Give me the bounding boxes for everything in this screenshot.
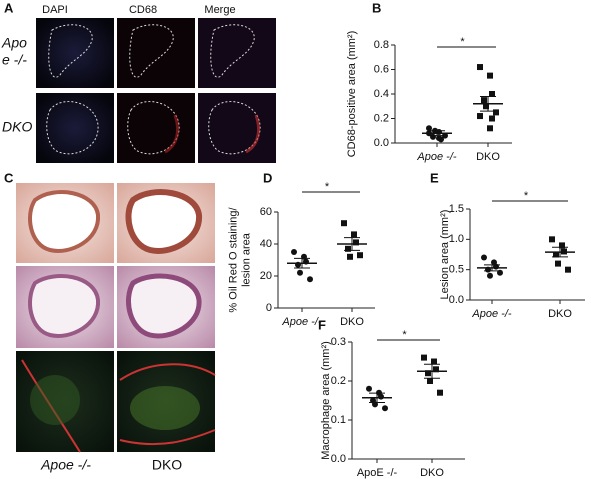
- data-point: [353, 239, 359, 246]
- y-tick-label: 0.0: [374, 137, 389, 149]
- x-tick-label: DKO: [548, 308, 572, 320]
- data-point: [555, 260, 561, 267]
- y-tick-label: 1.0: [449, 233, 464, 245]
- data-point: [493, 109, 499, 116]
- y-axis-label: lesion area: [240, 232, 252, 287]
- row-label: Apo: [1, 35, 27, 51]
- data-point: [421, 354, 427, 361]
- data-point: [565, 266, 571, 273]
- column-header: DAPI: [42, 4, 68, 16]
- y-tick-label: 0.8: [374, 39, 389, 51]
- y-tick-label: 0.6: [374, 63, 389, 75]
- caption: Apoe -/-: [40, 457, 91, 473]
- x-tick-label: Apoe -/-: [416, 151, 456, 163]
- data-point: [477, 64, 483, 71]
- error-bar: [484, 264, 500, 272]
- y-tick-label: 60: [260, 206, 272, 218]
- x-tick-label: ApoE -/-: [357, 467, 398, 479]
- panel-label: D: [263, 170, 272, 185]
- data-point: [425, 370, 431, 377]
- row-label: DKO: [2, 119, 32, 135]
- x-tick-label: DKO: [420, 467, 444, 479]
- y-tick-label: 0.1: [331, 414, 346, 426]
- y-tick-label: 0.4: [374, 88, 389, 100]
- data-point: [481, 97, 487, 104]
- y-tick-label: 1.5: [449, 203, 464, 215]
- panel-label: E: [430, 170, 439, 185]
- data-point: [291, 249, 297, 255]
- y-axis-label: CD68-positive area (mm²): [346, 31, 358, 158]
- y-tick-label: 20: [260, 270, 272, 282]
- data-point: [366, 385, 372, 392]
- data-point: [347, 253, 353, 260]
- panel-label: B: [372, 0, 381, 15]
- column-header: CD68: [129, 4, 157, 16]
- data-point: [427, 378, 433, 384]
- row-label: e -/-: [2, 52, 27, 68]
- error-bar: [294, 257, 310, 269]
- data-point: [357, 252, 363, 259]
- error-bar: [480, 95, 496, 112]
- error-bar: [424, 363, 440, 379]
- y-tick-label: 0.0: [449, 294, 464, 306]
- significance-label: *: [402, 329, 407, 341]
- y-tick-label: 0.2: [374, 112, 389, 124]
- significance-label: *: [325, 181, 330, 193]
- data-point: [487, 125, 493, 132]
- error-bar: [552, 246, 568, 258]
- data-point: [307, 276, 313, 283]
- panel-label: F: [318, 317, 326, 332]
- data-point: [431, 358, 437, 365]
- data-point: [477, 113, 483, 120]
- data-point: [487, 272, 493, 279]
- y-tick-label: 0.5: [449, 264, 464, 276]
- y-axis-label: % Oil Red O staining/: [227, 206, 239, 312]
- data-point: [436, 135, 442, 142]
- x-tick-label: Apoe -/-: [471, 308, 511, 320]
- data-point: [489, 91, 495, 97]
- caption: DKO: [152, 457, 182, 473]
- data-point: [297, 269, 303, 276]
- x-tick-label: DKO: [340, 316, 364, 328]
- significance-label: *: [460, 36, 465, 48]
- data-point: [559, 242, 565, 249]
- error-bar: [344, 237, 360, 251]
- y-tick-label: 0: [266, 302, 272, 314]
- y-axis-label: Lesion area (mm²): [439, 210, 451, 300]
- data-point: [351, 231, 357, 238]
- data-point: [553, 251, 559, 258]
- data-point: [437, 389, 443, 396]
- y-tick-label: 0.3: [331, 336, 346, 348]
- micrographs-c: [16, 183, 216, 453]
- x-tick-label: Apoe -/-: [281, 316, 321, 328]
- error-bar: [429, 130, 445, 137]
- panel-label: A: [4, 0, 14, 15]
- panel-label: C: [4, 170, 14, 185]
- data-point: [549, 236, 555, 243]
- data-point: [433, 366, 439, 373]
- significance-label: *: [524, 190, 529, 202]
- data-point: [483, 103, 489, 110]
- data-point: [487, 72, 493, 79]
- y-tick-label: 40: [260, 238, 272, 250]
- data-point: [489, 115, 495, 122]
- data-point: [341, 220, 347, 227]
- micrographs-a: [36, 18, 276, 163]
- error-bar: [369, 392, 385, 403]
- data-point: [382, 405, 388, 412]
- data-point: [345, 245, 351, 252]
- y-tick-label: 0.0: [331, 453, 346, 465]
- column-header: Merge: [204, 4, 235, 16]
- data-point: [430, 133, 436, 140]
- x-tick-label: DKO: [476, 151, 500, 163]
- data-point: [426, 125, 432, 132]
- y-tick-label: 0.2: [331, 375, 346, 387]
- data-point: [378, 393, 384, 400]
- data-point: [481, 254, 487, 261]
- y-axis-label: Macrophage area (mm²): [320, 341, 332, 460]
